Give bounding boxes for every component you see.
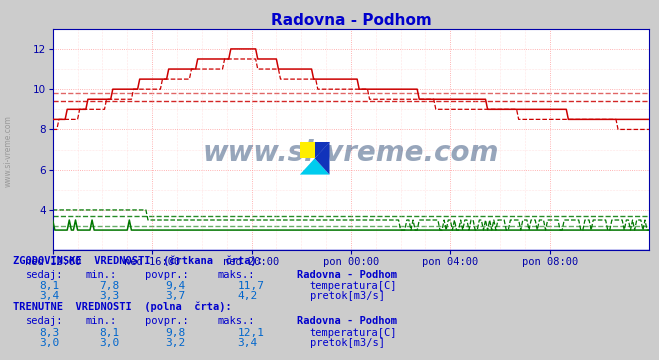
Text: 8,1: 8,1 [40,281,60,291]
Text: www.si-vreme.com: www.si-vreme.com [3,115,13,187]
Text: 3,0: 3,0 [99,338,119,348]
Text: temperatura[C]: temperatura[C] [310,328,397,338]
Text: 4,2: 4,2 [237,291,258,301]
Text: 8,3: 8,3 [40,328,60,338]
Text: maks.:: maks.: [217,316,255,326]
Polygon shape [315,142,330,175]
Text: 9,8: 9,8 [165,328,185,338]
Text: min.:: min.: [86,270,117,280]
Text: ZGODOVINSKE  VREDNOSTI  (črtkana  črta):: ZGODOVINSKE VREDNOSTI (črtkana črta): [13,255,263,266]
Text: 7,8: 7,8 [99,281,119,291]
Text: 3,4: 3,4 [40,291,60,301]
Text: 3,4: 3,4 [237,338,258,348]
Text: TRENUTNE  VREDNOSTI  (polna  črta):: TRENUTNE VREDNOSTI (polna črta): [13,302,232,312]
Text: pretok[m3/s]: pretok[m3/s] [310,291,385,301]
Text: povpr.:: povpr.: [145,316,188,326]
Text: povpr.:: povpr.: [145,270,188,280]
Text: 9,4: 9,4 [165,281,185,291]
Polygon shape [300,158,330,175]
Text: Radovna - Podhom: Radovna - Podhom [297,316,397,326]
Text: sedaj:: sedaj: [26,316,64,326]
Text: temperatura[C]: temperatura[C] [310,281,397,291]
Text: sedaj:: sedaj: [26,270,64,280]
Text: maks.:: maks.: [217,270,255,280]
Text: 3,2: 3,2 [165,338,185,348]
Text: www.si-vreme.com: www.si-vreme.com [203,139,499,167]
Text: 12,1: 12,1 [237,328,264,338]
Text: 8,1: 8,1 [99,328,119,338]
Polygon shape [315,142,330,158]
Text: pretok[m3/s]: pretok[m3/s] [310,338,385,348]
Text: 3,7: 3,7 [165,291,185,301]
Title: Radovna - Podhom: Radovna - Podhom [271,13,431,28]
Text: Radovna - Podhom: Radovna - Podhom [297,270,397,280]
Text: 11,7: 11,7 [237,281,264,291]
Text: min.:: min.: [86,316,117,326]
Bar [300,142,315,158]
Text: 3,3: 3,3 [99,291,119,301]
Text: 3,0: 3,0 [40,338,60,348]
